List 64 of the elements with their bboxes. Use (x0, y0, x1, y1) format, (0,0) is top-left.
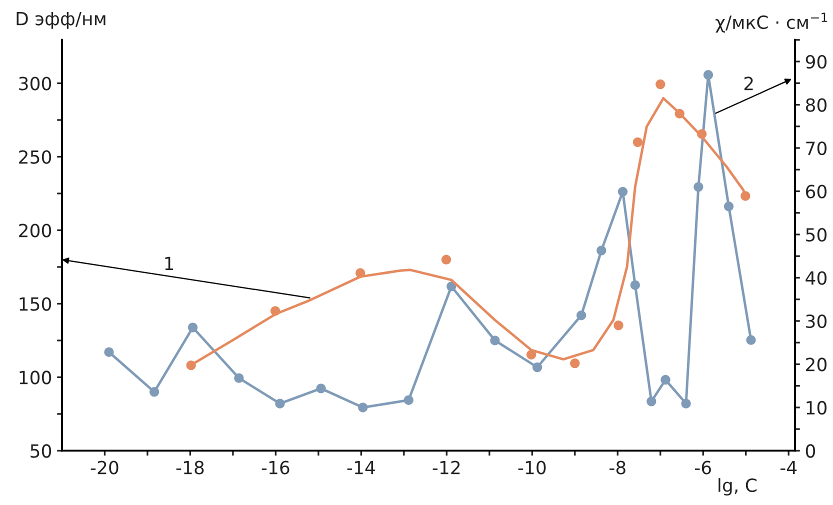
point (275, 398, 285, 408)
point (149, 387, 160, 397)
point (618, 186, 628, 197)
y2-tick-label: 70 (806, 141, 827, 156)
y2-tick-label: 80 (806, 98, 827, 112)
point (186, 360, 196, 370)
point (404, 395, 414, 405)
point (740, 191, 750, 201)
y-axis-title: D эфф/нм (16, 12, 106, 29)
point (188, 322, 198, 332)
y-tick-label: 150 (20, 297, 52, 311)
point (681, 398, 691, 408)
point (660, 374, 670, 385)
annotation: 2 (744, 76, 753, 90)
point (630, 280, 640, 290)
x-tick-label: -16 (262, 460, 290, 474)
x-tick-label: -10 (518, 460, 546, 474)
point (446, 282, 456, 292)
y2-tick-label: 10 (806, 400, 827, 415)
y-tick-label: 50 (30, 444, 52, 458)
y2-tick-label: 40 (806, 271, 827, 285)
point (696, 129, 707, 139)
y-tick-label: 200 (19, 224, 52, 238)
point (694, 182, 704, 192)
y2-tick-label: 50 (806, 228, 827, 242)
y-tick-label: 100 (20, 370, 52, 384)
point (316, 384, 326, 394)
point (703, 70, 714, 80)
y2-tick-label: 60 (806, 184, 827, 198)
y2-tick-label: 30 (806, 314, 827, 328)
point (596, 246, 606, 256)
annotation: 1 (165, 256, 174, 270)
x-tick-label: -8 (610, 460, 626, 474)
x-axis-title: lg, C (718, 478, 757, 496)
point (632, 137, 643, 148)
x-tick-label: -6 (695, 460, 711, 474)
point (234, 373, 244, 383)
x-tick-label: -20 (90, 460, 118, 474)
point (614, 320, 624, 330)
y-tick-label: 250 (19, 150, 52, 164)
point (646, 396, 656, 406)
point (441, 254, 452, 264)
x-tick-label: -14 (347, 460, 375, 474)
y2-axis-title: χ/мкС · см$^{−1}$ (716, 12, 828, 33)
point (270, 306, 280, 316)
point (724, 202, 734, 212)
point (355, 268, 366, 278)
point (104, 347, 114, 357)
x-tick-label: -4 (780, 460, 797, 474)
point (656, 79, 666, 90)
y2-tick-label: 0 (806, 444, 816, 458)
point (746, 335, 756, 345)
x-tick-label: -12 (432, 460, 460, 474)
point (674, 108, 684, 119)
point (526, 350, 536, 360)
point (490, 336, 500, 346)
x-tick-label: -18 (176, 460, 204, 474)
y2-tick-label: 90 (806, 54, 827, 69)
point (570, 358, 580, 368)
point (358, 402, 368, 412)
y2-tick-label: 20 (806, 358, 827, 372)
point (576, 310, 586, 320)
point (532, 362, 542, 372)
y-tick-label: 300 (19, 76, 52, 90)
